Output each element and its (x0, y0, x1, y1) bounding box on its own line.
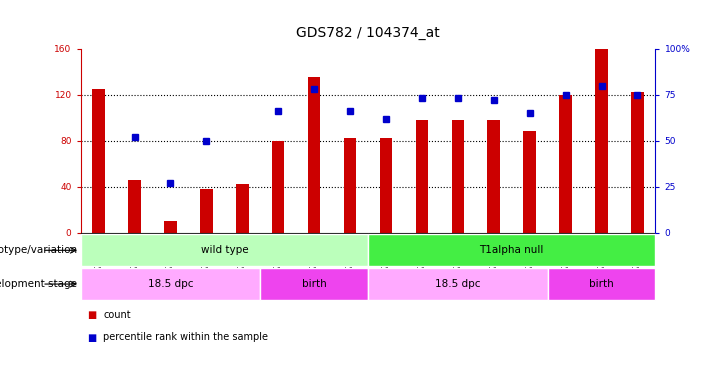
Bar (164, 221, 177, 232)
Bar (308, 78, 320, 232)
Text: wild type: wild type (200, 245, 248, 255)
Bar (380, 138, 393, 232)
Bar (631, 92, 644, 232)
Text: birth: birth (301, 279, 327, 289)
Text: count: count (103, 310, 130, 320)
Bar (559, 95, 572, 232)
Bar (524, 132, 536, 232)
Text: development stage: development stage (0, 279, 77, 289)
Bar (368, 234, 655, 266)
Text: ■: ■ (88, 333, 97, 342)
Text: 18.5 dpc: 18.5 dpc (148, 279, 193, 289)
Bar (272, 141, 285, 232)
Text: birth: birth (589, 279, 614, 289)
Bar (81, 268, 260, 300)
Bar (93, 89, 105, 232)
Text: genotype/variation: genotype/variation (0, 245, 77, 255)
Text: T1alpha null: T1alpha null (479, 245, 544, 255)
Bar (128, 180, 141, 232)
Bar (81, 234, 368, 266)
Text: 18.5 dpc: 18.5 dpc (435, 279, 481, 289)
Bar (416, 120, 428, 232)
Bar (200, 189, 212, 232)
Text: percentile rank within the sample: percentile rank within the sample (103, 333, 268, 342)
Bar (595, 49, 608, 232)
Bar (487, 120, 500, 232)
Bar (236, 184, 249, 232)
Bar (451, 120, 464, 232)
Bar (368, 268, 547, 300)
Bar (343, 138, 356, 232)
Bar (547, 268, 655, 300)
Text: ■: ■ (88, 310, 97, 320)
Text: GDS782 / 104374_at: GDS782 / 104374_at (296, 26, 440, 40)
Bar (260, 268, 368, 300)
